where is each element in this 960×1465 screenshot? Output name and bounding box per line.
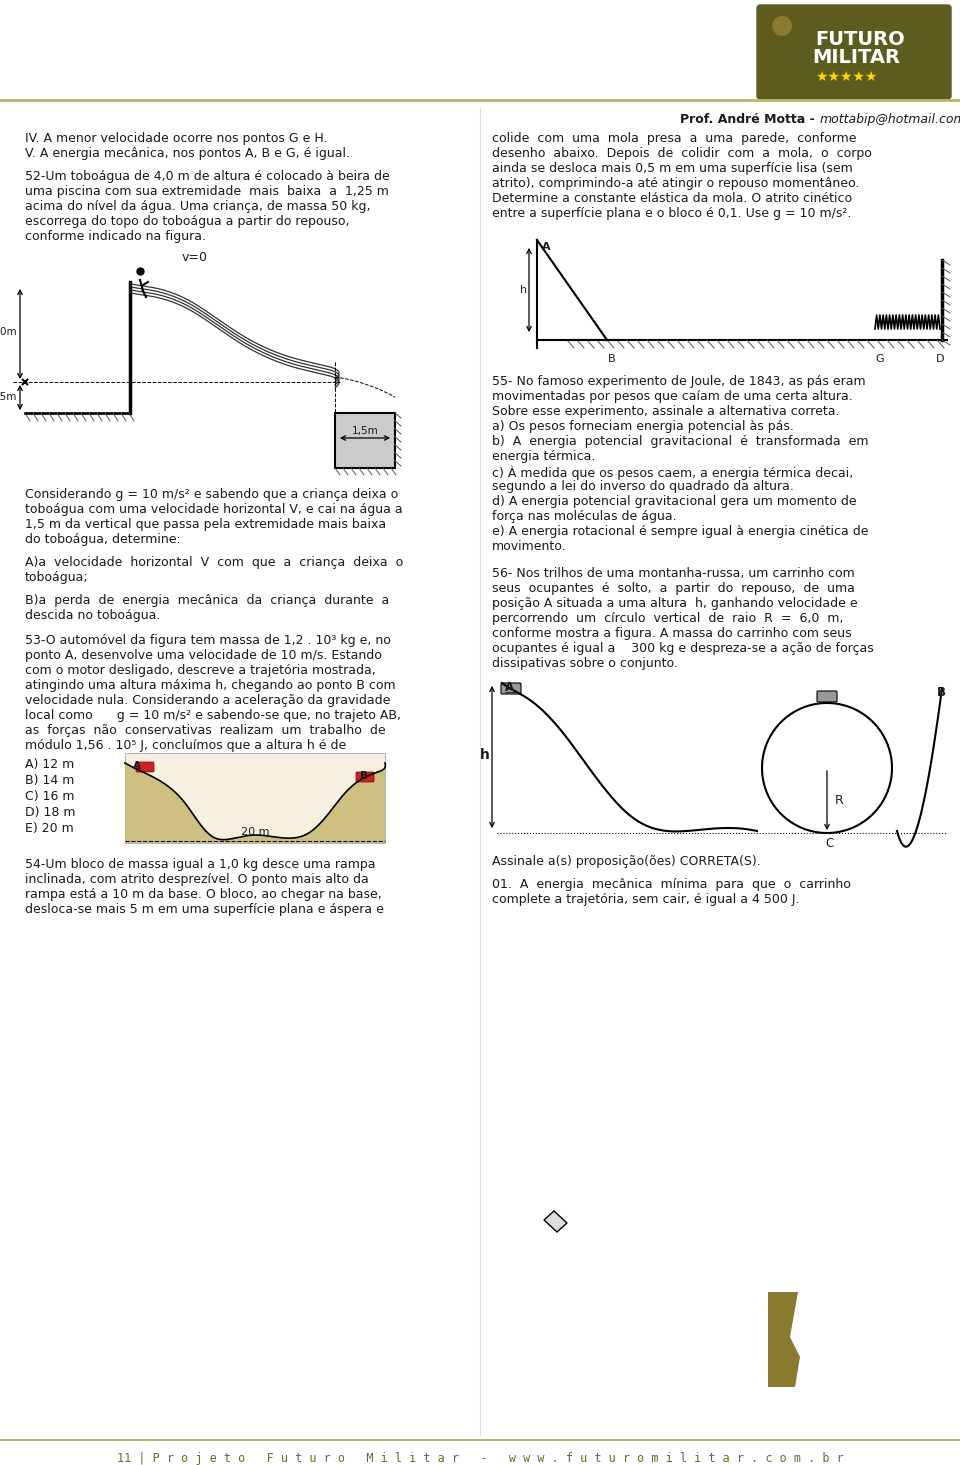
- Text: as  forças  não  conservativas  realizam  um  trabalho  de: as forças não conservativas realizam um …: [25, 724, 386, 737]
- Text: B: B: [609, 355, 615, 363]
- Text: G: G: [876, 355, 884, 363]
- Text: 4,0m: 4,0m: [0, 327, 17, 337]
- Text: escorrega do topo do toboágua a partir do repouso,: escorrega do topo do toboágua a partir d…: [25, 215, 349, 229]
- Text: B: B: [937, 686, 946, 699]
- Text: 1,5m: 1,5m: [351, 426, 378, 437]
- Text: segundo a lei do inverso do quadrado da altura.: segundo a lei do inverso do quadrado da …: [492, 481, 794, 494]
- Text: desloca-se mais 5 m em uma superfície plana e áspera e: desloca-se mais 5 m em uma superfície pl…: [25, 902, 384, 916]
- Text: 11 | P r o j e t o   F u t u r o   M i l i t a r   -   w w w . f u t u r o m i l: 11 | P r o j e t o F u t u r o M i l i t…: [116, 1452, 844, 1465]
- Polygon shape: [335, 413, 395, 467]
- Text: a) Os pesos forneciam energia potencial às pás.: a) Os pesos forneciam energia potencial …: [492, 420, 794, 434]
- Text: dissipativas sobre o conjunto.: dissipativas sobre o conjunto.: [492, 656, 678, 670]
- Text: 1,5 m da vertical que passa pela extremidade mais baixa: 1,5 m da vertical que passa pela extremi…: [25, 519, 386, 530]
- Text: toboágua;: toboágua;: [25, 571, 88, 585]
- FancyBboxPatch shape: [501, 683, 521, 694]
- Text: movimentadas por pesos que caíam de uma certa altura.: movimentadas por pesos que caíam de uma …: [492, 390, 852, 403]
- Text: e) A energia rotacional é sempre igual à energia cinética de: e) A energia rotacional é sempre igual à…: [492, 524, 869, 538]
- Text: d) A energia potencial gravitacional gera um momento de: d) A energia potencial gravitacional ger…: [492, 495, 856, 508]
- Text: módulo 1,56 . 10⁵ J, concluímos que a altura h é de: módulo 1,56 . 10⁵ J, concluímos que a al…: [25, 738, 347, 752]
- Text: B)a  perda  de  energia  mecânica  da  criança  durante  a: B)a perda de energia mecânica da criança…: [25, 593, 389, 607]
- Text: atingindo uma altura máxima h, chegando ao ponto B com: atingindo uma altura máxima h, chegando …: [25, 678, 396, 691]
- Text: uma piscina com sua extremidade  mais  baixa  a  1,25 m: uma piscina com sua extremidade mais bai…: [25, 185, 389, 198]
- Text: 55- No famoso experimento de Joule, de 1843, as pás eram: 55- No famoso experimento de Joule, de 1…: [492, 375, 866, 388]
- FancyBboxPatch shape: [757, 4, 951, 100]
- Text: mottabip@hotmail.com: mottabip@hotmail.com: [820, 113, 960, 126]
- Text: percorrendo  um  círculo  vertical  de  raio  R  =  6,0  m,: percorrendo um círculo vertical de raio …: [492, 612, 844, 626]
- Text: toboágua com uma velocidade horizontal V, e cai na água a: toboágua com uma velocidade horizontal V…: [25, 502, 402, 516]
- Text: colide  com  uma  mola  presa  a  uma  parede,  conforme: colide com uma mola presa a uma parede, …: [492, 132, 856, 145]
- Polygon shape: [544, 1212, 567, 1232]
- Text: Assinale a(s) proposição(ões) CORRETA(S).: Assinale a(s) proposição(ões) CORRETA(S)…: [492, 856, 760, 867]
- Text: 20 m: 20 m: [241, 828, 269, 837]
- Text: R: R: [835, 794, 844, 807]
- Text: V. A energia mecânica, nos pontos A, B e G, é igual.: V. A energia mecânica, nos pontos A, B e…: [25, 146, 350, 160]
- Text: MILITAR: MILITAR: [812, 48, 900, 67]
- Polygon shape: [125, 753, 385, 842]
- Text: atrito), comprimindo-a até atingir o repouso momentâneo.: atrito), comprimindo-a até atingir o rep…: [492, 177, 859, 190]
- Text: 1,25m: 1,25m: [0, 393, 17, 401]
- Text: A: A: [542, 242, 551, 252]
- Text: energia térmica.: energia térmica.: [492, 450, 595, 463]
- Text: D) 18 m: D) 18 m: [25, 806, 76, 819]
- Text: força nas moléculas de água.: força nas moléculas de água.: [492, 510, 677, 523]
- Text: acima do nível da água. Uma criança, de massa 50 kg,: acima do nível da água. Uma criança, de …: [25, 201, 371, 212]
- Text: 54-Um bloco de massa igual a 1,0 kg desce uma rampa: 54-Um bloco de massa igual a 1,0 kg desc…: [25, 858, 375, 872]
- Text: ocupantes é igual a    300 kg e despreza-se a ação de forças: ocupantes é igual a 300 kg e despreza-se…: [492, 642, 874, 655]
- Text: B) 14 m: B) 14 m: [25, 774, 74, 787]
- Polygon shape: [125, 763, 385, 842]
- Text: posição A situada a uma altura  h, ganhando velocidade e: posição A situada a uma altura h, ganhan…: [492, 598, 857, 609]
- Text: com o motor desligado, descreve a trajetória mostrada,: com o motor desligado, descreve a trajet…: [25, 664, 375, 677]
- Text: D: D: [936, 355, 945, 363]
- Text: A: A: [133, 760, 141, 771]
- Text: C: C: [825, 837, 833, 850]
- Text: C) 16 m: C) 16 m: [25, 790, 75, 803]
- FancyBboxPatch shape: [136, 762, 154, 772]
- FancyBboxPatch shape: [356, 772, 374, 782]
- Text: conforme mostra a figura. A massa do carrinho com seus: conforme mostra a figura. A massa do car…: [492, 627, 852, 640]
- Text: A)a  velocidade  horizontal  V  com  que  a  criança  deixa  o: A)a velocidade horizontal V com que a cr…: [25, 557, 403, 568]
- Text: rampa está a 10 m da base. O bloco, ao chegar na base,: rampa está a 10 m da base. O bloco, ao c…: [25, 888, 382, 901]
- Text: IV. A menor velocidade ocorre nos pontos G e H.: IV. A menor velocidade ocorre nos pontos…: [25, 132, 327, 145]
- Text: ★★★★★: ★★★★★: [815, 70, 877, 84]
- Text: h: h: [480, 749, 490, 762]
- Text: velocidade nula. Considerando a aceleração da gravidade: velocidade nula. Considerando a aceleraç…: [25, 694, 391, 708]
- Text: 53-O automóvel da figura tem massa de 1,2 . 10³ kg e, no: 53-O automóvel da figura tem massa de 1,…: [25, 634, 391, 648]
- Text: movimento.: movimento.: [492, 541, 566, 552]
- Text: complete a trajetória, sem cair, é igual a 4 500 J.: complete a trajetória, sem cair, é igual…: [492, 894, 800, 905]
- Text: B: B: [360, 771, 368, 781]
- Text: E) 20 m: E) 20 m: [25, 822, 74, 835]
- Text: b)  A  energia  potencial  gravitacional  é  transformada  em: b) A energia potencial gravitacional é t…: [492, 435, 869, 448]
- Text: A) 12 m: A) 12 m: [25, 757, 74, 771]
- Text: inclinada, com atrito desprezível. O ponto mais alto da: inclinada, com atrito desprezível. O pon…: [25, 873, 369, 886]
- Text: entre a superfície plana e o bloco é 0,1. Use g = 10 m/s².: entre a superfície plana e o bloco é 0,1…: [492, 207, 852, 220]
- Text: desenho  abaixo.  Depois  de  colidir  com  a  mola,  o  corpo: desenho abaixo. Depois de colidir com a …: [492, 146, 872, 160]
- Text: c) À medida que os pesos caem, a energia térmica decai,: c) À medida que os pesos caem, a energia…: [492, 464, 853, 479]
- Text: Determine a constante elástica da mola. O atrito cinético: Determine a constante elástica da mola. …: [492, 192, 852, 205]
- Text: conforme indicado na figura.: conforme indicado na figura.: [25, 230, 206, 243]
- Text: seus  ocupantes  é  solto,  a  partir  do  repouso,  de  uma: seus ocupantes é solto, a partir do repo…: [492, 582, 854, 595]
- Circle shape: [772, 16, 792, 37]
- Text: Considerando g = 10 m/s² e sabendo que a criança deixa o: Considerando g = 10 m/s² e sabendo que a…: [25, 488, 398, 501]
- Text: Sobre esse experimento, assinale a alternativa correta.: Sobre esse experimento, assinale a alter…: [492, 404, 839, 418]
- Text: ainda se desloca mais 0,5 m em uma superfície lisa (sem: ainda se desloca mais 0,5 m em uma super…: [492, 163, 852, 174]
- Text: v=0: v=0: [182, 251, 208, 264]
- Text: 52-Um toboágua de 4,0 m de altura é colocado à beira de: 52-Um toboágua de 4,0 m de altura é colo…: [25, 170, 390, 183]
- Text: descida no toboágua.: descida no toboágua.: [25, 609, 160, 623]
- Text: 56- Nos trilhos de uma montanha-russa, um carrinho com: 56- Nos trilhos de uma montanha-russa, u…: [492, 567, 854, 580]
- Text: 01.  A  energia  mecânica  mínima  para  que  o  carrinho: 01. A energia mecânica mínima para que o…: [492, 878, 851, 891]
- Text: do toboágua, determine:: do toboágua, determine:: [25, 533, 180, 546]
- Text: A: A: [505, 681, 515, 694]
- Polygon shape: [768, 1292, 800, 1387]
- Text: FUTURO: FUTURO: [815, 29, 904, 48]
- Text: Prof. André Motta -: Prof. André Motta -: [680, 113, 819, 126]
- Text: ponto A, desenvolve uma velocidade de 10 m/s. Estando: ponto A, desenvolve uma velocidade de 10…: [25, 649, 382, 662]
- FancyBboxPatch shape: [817, 691, 837, 702]
- Text: h: h: [520, 286, 527, 294]
- Text: local como      g = 10 m/s² e sabendo-se que, no trajeto AB,: local como g = 10 m/s² e sabendo-se que,…: [25, 709, 401, 722]
